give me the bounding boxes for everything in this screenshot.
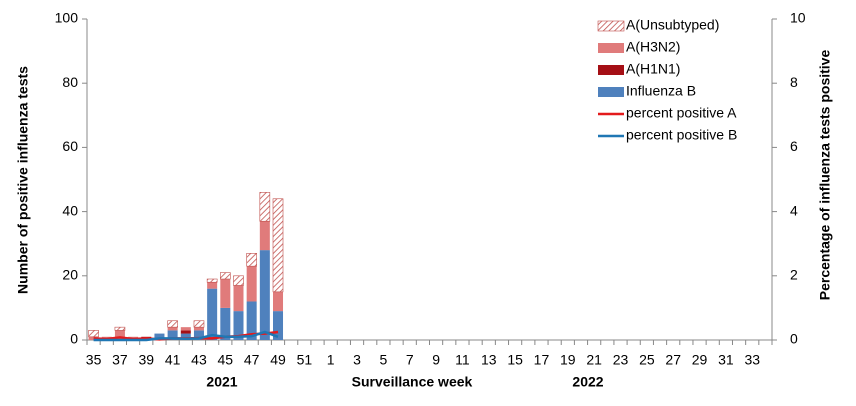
x-tick-label: 35 [86,352,102,368]
y2-tick-label: 4 [790,202,798,218]
bar-segment [220,272,231,280]
bar-segment [167,330,178,340]
x-axis-label: Surveillance week [352,374,473,390]
bar-segment [88,330,99,338]
legend-label: Influenza B [626,83,696,99]
x-tick-label: 29 [692,352,708,368]
year-label: 2021 [206,374,237,390]
bar-segment [193,320,205,328]
y-tick-label: 60 [62,138,78,154]
bar-segment [220,279,231,308]
x-tick-label: 21 [586,352,602,368]
bar-segment [207,282,218,289]
bar-segment [193,327,204,331]
bar-segment [180,327,191,331]
x-tick-label: 37 [112,352,128,368]
bar-segment [246,253,257,267]
y-tick-label: 80 [62,74,78,90]
legend-label: A(H3N2) [626,39,680,55]
x-tick-label: 9 [432,352,440,368]
bar-segment [220,307,231,340]
bar-segment [180,333,191,340]
bar-segment [167,320,178,328]
legend-swatch [598,65,624,75]
legend-label: A(H1N1) [626,61,680,77]
x-tick-label: 33 [744,352,760,368]
x-tick-label: 19 [560,352,576,368]
bar-segment [233,311,244,340]
y-tick-label: 0 [70,331,78,347]
y2-tick-label: 2 [790,267,798,283]
legend-swatch [598,87,624,97]
bar-segment [246,301,257,340]
x-tick-label: 23 [613,352,629,368]
y2-tick-label: 10 [790,10,806,26]
legend-swatch [597,20,625,32]
legend-label: percent positive A [626,105,737,121]
bar-segment [206,278,218,283]
bar-segment [233,275,244,286]
bar-segment [273,291,284,312]
x-tick-label: 7 [406,352,414,368]
x-tick-label: 43 [191,352,207,368]
x-tick-label: 51 [297,352,313,368]
x-tick-label: 49 [270,352,286,368]
x-tick-label: 47 [244,352,260,368]
bar-segment [259,192,271,222]
x-tick-label: 13 [481,352,497,368]
y-tick-label: 20 [62,267,78,283]
bar-segment [154,333,165,340]
bar-segment [272,198,284,293]
x-tick-label: 5 [379,352,387,368]
bar-segment [180,330,191,334]
bar-segment [88,336,99,340]
x-tick-label: 39 [138,352,154,368]
x-tick-label: 3 [353,352,361,368]
bar-segment [167,327,178,331]
bar-segment [273,311,284,340]
bar-segment [246,266,257,302]
line-series [93,330,279,342]
y2-tick-label: 6 [790,138,798,154]
x-tick-label: 17 [534,352,550,368]
y-tick-label: 40 [62,202,78,218]
x-tick-label: 11 [455,352,470,368]
legend-label: A(Unsubtyped) [626,17,719,33]
x-tick-label: 15 [507,352,523,368]
bar-segment [114,330,125,340]
x-tick-label: 25 [639,352,655,368]
bar-segment [259,221,270,251]
x-tick-label: 27 [665,352,681,368]
year-label: 2022 [572,374,603,390]
y2-tick-label: 8 [790,74,798,90]
x-tick-label: 45 [218,352,234,368]
y2-tick-label: 0 [790,331,798,347]
legend-swatch [598,43,624,53]
y-tick-label: 100 [55,10,79,26]
y-axis-label: Number of positive influenza tests [15,66,31,294]
legend-label: percent positive B [626,127,737,143]
bar-segment [233,285,244,312]
bar-segment [193,330,204,340]
y2-axis-label: Percentage of influenza tests positive [817,50,833,301]
x-tick-label: 31 [718,352,734,368]
bar-segment [259,250,270,340]
bar-segment [207,288,218,340]
x-tick-label: 41 [165,352,181,368]
bar-segment [114,326,126,331]
x-tick-label: 1 [327,352,335,368]
